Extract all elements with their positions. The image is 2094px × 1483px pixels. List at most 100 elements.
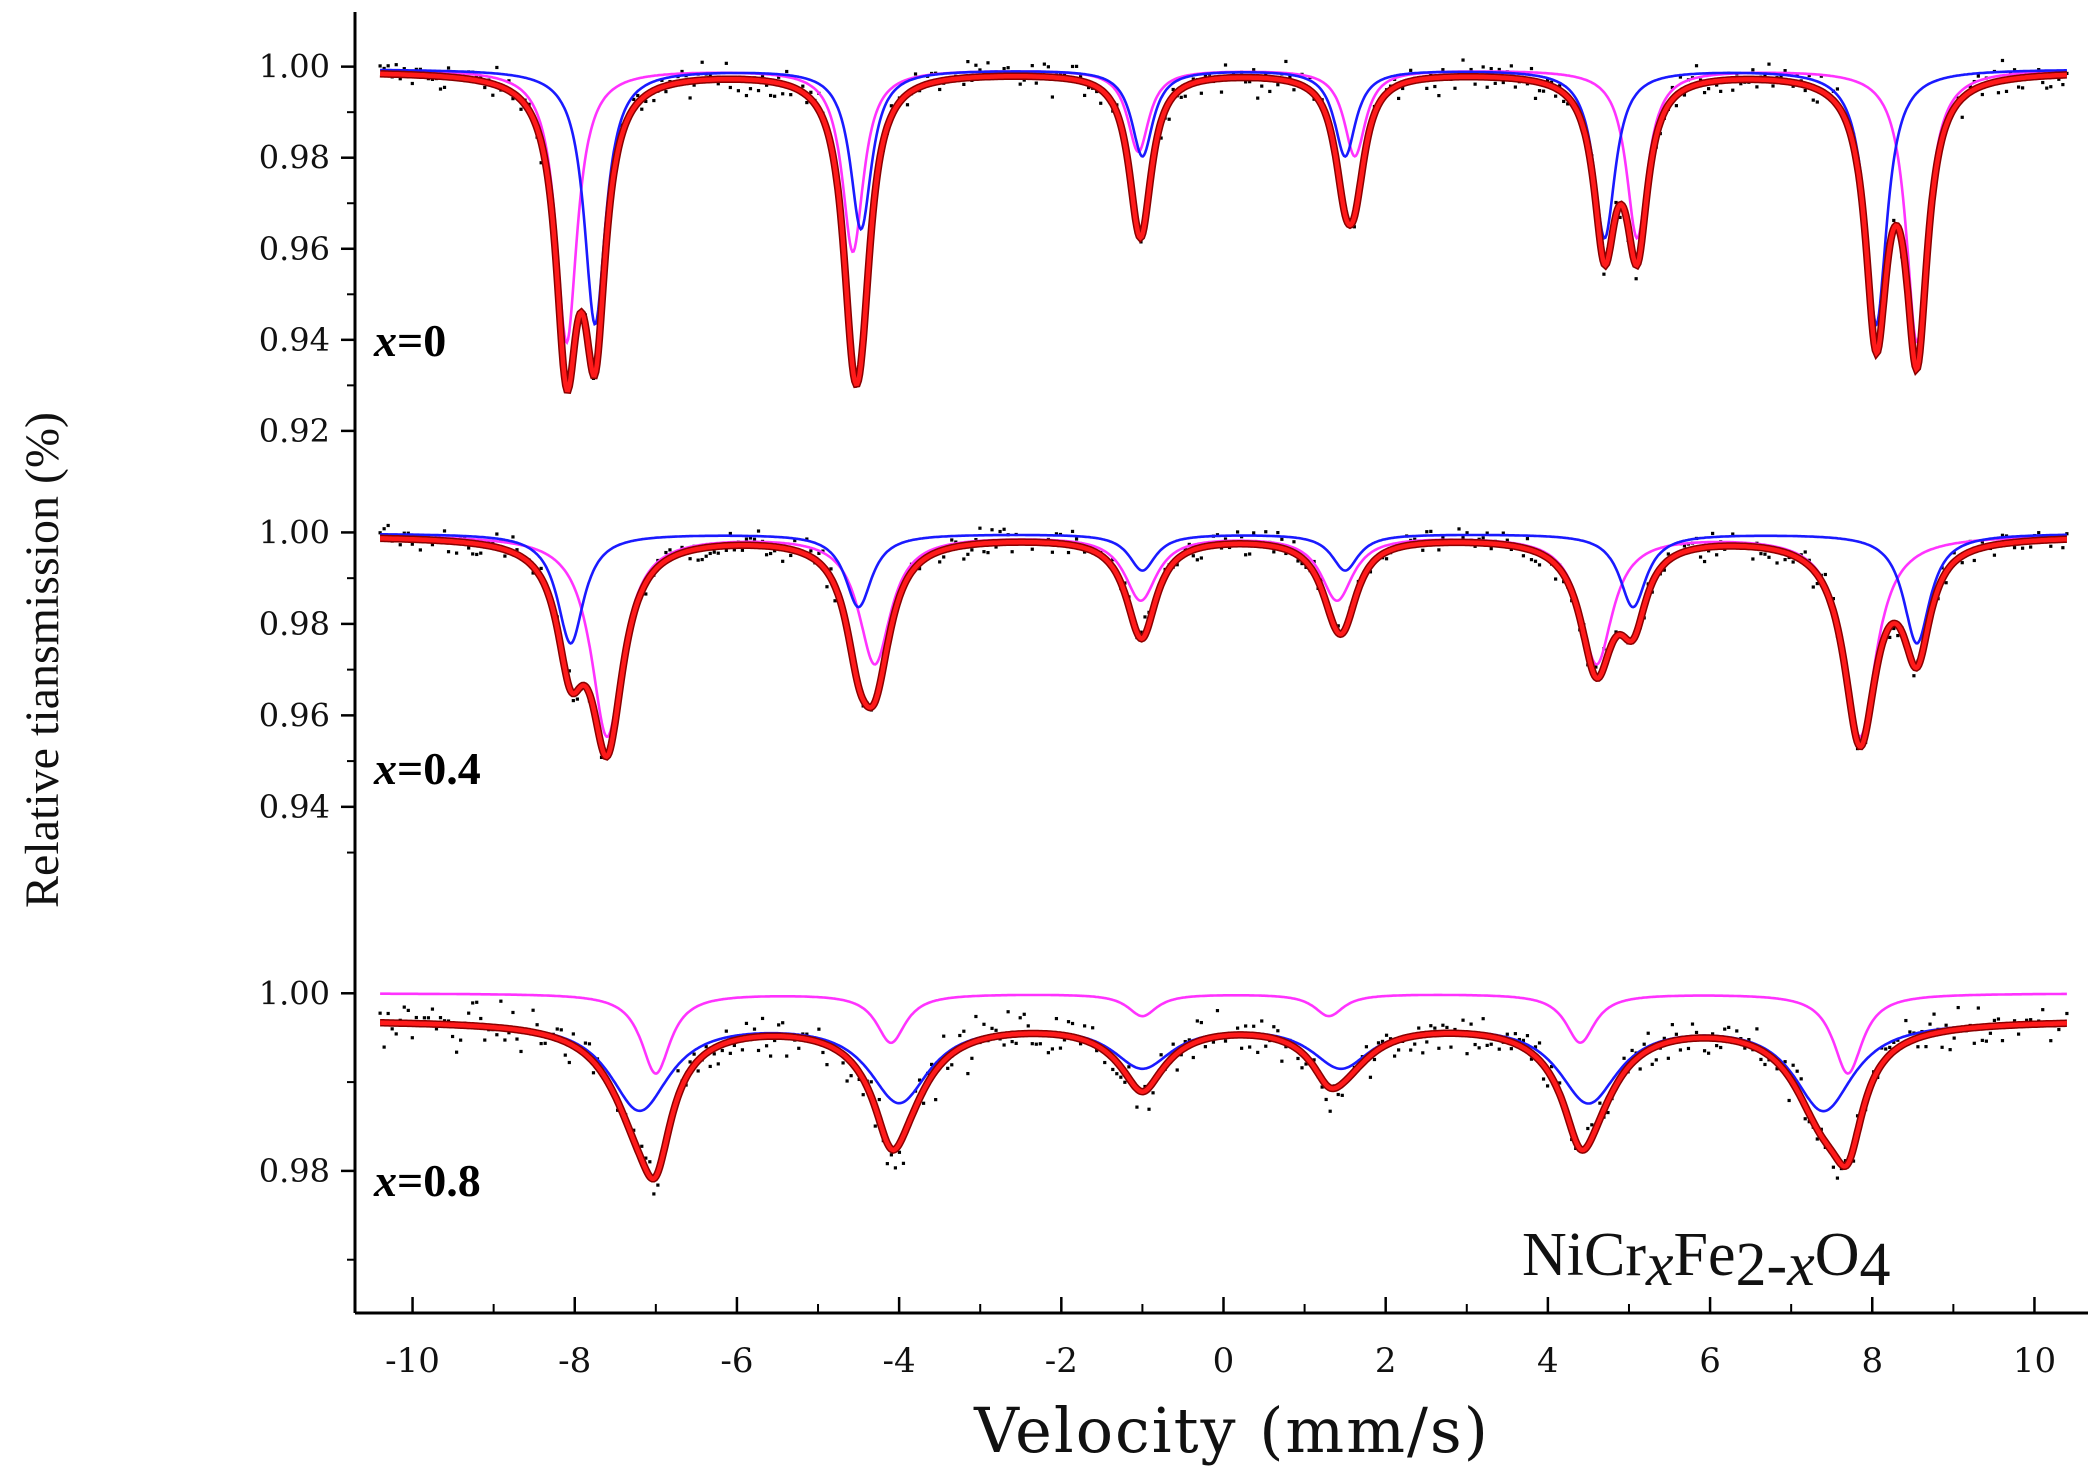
data-point [648, 1160, 652, 1164]
data-point [402, 531, 406, 535]
formula-sub-2: 2- [1736, 1231, 1788, 1299]
data-point [938, 87, 942, 92]
data-point [1537, 1041, 1542, 1045]
formula-o: O [1815, 1221, 1860, 1289]
data-point [1984, 1039, 1988, 1043]
data-point [507, 1031, 511, 1035]
data-point [2025, 1018, 2029, 1022]
data-point [821, 1050, 825, 1055]
data-point [1634, 277, 1638, 281]
data-point [1807, 73, 1811, 78]
data-point [2021, 86, 2025, 90]
data-point [1159, 136, 1163, 140]
data-point [1103, 1060, 1107, 1065]
data-point [676, 1069, 680, 1073]
formula-x-2: x [1786, 1231, 1815, 1299]
data-point [1525, 1034, 1530, 1038]
data-point [748, 536, 753, 540]
data-point [1509, 1047, 1513, 1051]
data-point [1501, 80, 1505, 85]
data-point [1702, 90, 1707, 95]
data-point [1034, 1042, 1038, 1046]
y-tick-label: 0.96 [259, 230, 330, 268]
data-point [781, 1021, 785, 1025]
data-point [1980, 540, 1984, 544]
data-point [1425, 1040, 1429, 1044]
data-point [664, 550, 668, 555]
data-point [1972, 1041, 1976, 1045]
data-point [1719, 1045, 1723, 1050]
data-point [1437, 93, 1441, 98]
data-point [1715, 83, 1719, 87]
data-point [1851, 1159, 1856, 1163]
data-point [1392, 1054, 1397, 1058]
data-point [1465, 531, 1469, 535]
data-point [970, 548, 974, 552]
data-point [1823, 572, 1827, 577]
data-point [1489, 1042, 1493, 1046]
data-point [390, 1027, 394, 1031]
data-point [982, 550, 986, 554]
data-point [998, 529, 1002, 534]
data-point [777, 1023, 781, 1027]
data-point [1815, 100, 1819, 104]
data-point [1083, 93, 1087, 98]
data-point [773, 1038, 777, 1043]
data-point [2021, 546, 2025, 550]
data-point [1409, 68, 1413, 72]
data-point [1219, 90, 1224, 94]
y-tick-label: 1.00 [259, 48, 330, 86]
data-point [861, 1093, 865, 1097]
data-point [1296, 1056, 1300, 1061]
data-point [430, 1007, 435, 1011]
data-point [571, 1032, 575, 1036]
data-point [1336, 624, 1340, 628]
data-point [1473, 1042, 1477, 1047]
data-point [1715, 1044, 1719, 1048]
data-point [1562, 99, 1566, 104]
data-point [1888, 635, 1892, 640]
data-point [889, 1153, 893, 1157]
data-point [467, 1011, 471, 1015]
data-point [1223, 537, 1228, 541]
data-point [503, 554, 507, 558]
data-point [1078, 1042, 1083, 1046]
data-point [845, 1079, 849, 1083]
data-point [2049, 544, 2053, 548]
data-point [917, 1078, 922, 1082]
data-point [708, 1064, 712, 1069]
data-point [442, 529, 447, 533]
data-point [1803, 88, 1807, 93]
data-point [1050, 1047, 1055, 1051]
data-point [1006, 66, 1010, 70]
data-point [1256, 96, 1260, 100]
data-point [1437, 548, 1441, 552]
data-point [1759, 1057, 1763, 1062]
data-point [1662, 568, 1666, 572]
data-point [748, 87, 753, 91]
data-point [1191, 1055, 1195, 1060]
data-point [1554, 94, 1558, 98]
data-point [1171, 87, 1175, 92]
data-point [1803, 550, 1807, 554]
data-point [1590, 1123, 1594, 1127]
data-point [769, 93, 773, 98]
data-point [1541, 89, 1546, 93]
data-point [1855, 1114, 1860, 1118]
data-point [1461, 536, 1465, 540]
data-point [378, 531, 382, 535]
data-point [1010, 550, 1014, 554]
data-point [515, 548, 519, 552]
data-point [760, 1016, 765, 1021]
data-point [720, 1048, 724, 1053]
data-point [1276, 83, 1280, 87]
data-point [1050, 550, 1055, 554]
data-point [1533, 1045, 1538, 1049]
data-point [736, 89, 740, 93]
data-point [950, 538, 954, 542]
data-point [1175, 563, 1179, 567]
data-point [1183, 94, 1187, 98]
data-point [1952, 1036, 1956, 1040]
data-point [1087, 85, 1091, 90]
data-point [1413, 1042, 1417, 1046]
